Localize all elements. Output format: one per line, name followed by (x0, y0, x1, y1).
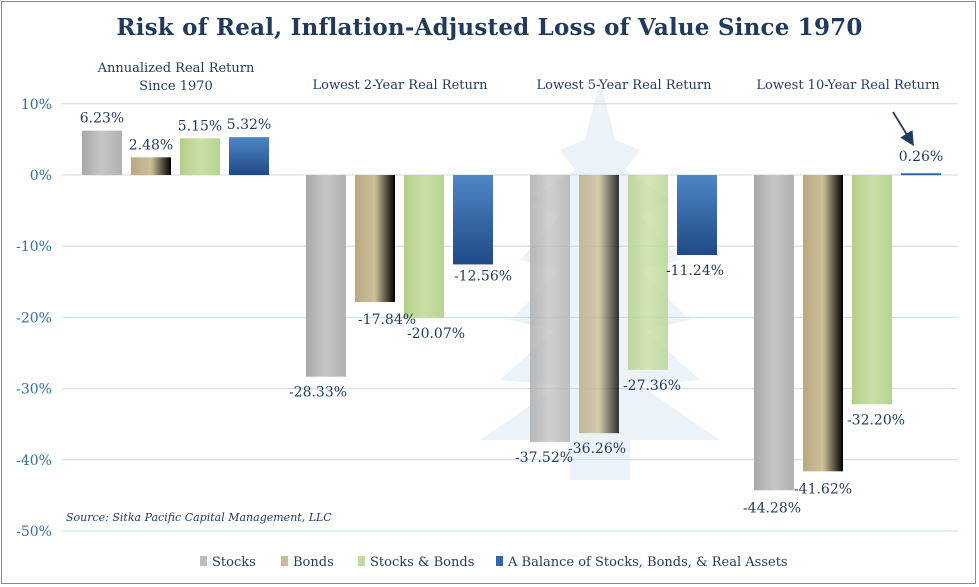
legend-label-3: Stocks & Bonds (370, 555, 474, 570)
data-labels: 6.23% -28.33% -37.52% -44.28% 2.48% -17.84% -3… (80, 111, 943, 517)
data-label-2-3: -36.26% (568, 441, 626, 457)
bar-1-2 (306, 175, 346, 377)
bar-1-3 (530, 175, 570, 443)
y-tick-label: 10% (21, 97, 52, 113)
bar-1-4 (754, 175, 794, 491)
legend-swatch-3 (358, 556, 365, 566)
category-label-4: Lowest 10-Year Real Return (756, 78, 940, 93)
data-label-3-2: -20.07% (407, 326, 465, 342)
data-label-1-1: 6.23% (80, 111, 124, 127)
category-label-1: Annualized Real Return (97, 61, 255, 76)
data-label-2-1: 2.48% (129, 137, 173, 153)
chart-title: Risk of Real, Inflation-Adjusted Loss of… (116, 14, 863, 41)
category-label-2: Lowest 2-Year Real Return (313, 78, 489, 93)
data-label-1-2: -28.33% (289, 385, 347, 401)
source-note: Source: Sitka Pacific Capital Management… (66, 511, 332, 524)
legend-swatch-1 (200, 556, 207, 566)
y-tick-label: -20% (16, 310, 52, 326)
bar-4-2 (453, 175, 493, 265)
bar-4-1 (229, 137, 269, 175)
bar-1-1 (82, 130, 122, 175)
bar-4-3 (677, 175, 717, 256)
data-label-4-3: -11.24% (666, 263, 724, 279)
bar-3-1 (180, 138, 220, 175)
bar-3-3 (628, 175, 668, 370)
category-labels: Annualized Real Return Since 1970 Lowest 2… (97, 61, 941, 94)
legend-swatch-2 (281, 556, 288, 566)
category-label-3: Lowest 5-Year Real Return (537, 78, 713, 93)
data-label-3-4: -32.20% (847, 412, 905, 428)
annotation (892, 111, 914, 147)
data-label-4-2: -12.56% (454, 268, 512, 284)
bar-2-3 (579, 175, 619, 434)
legend-label-2: Bonds (293, 555, 334, 570)
data-label-1-4: -44.28% (743, 500, 801, 516)
legend-label-4: A Balance of Stocks, Bonds, & Real Asset… (507, 555, 788, 570)
bar-4-4 (901, 173, 941, 176)
bar-2-2 (355, 175, 395, 303)
y-tick-label: -10% (16, 239, 52, 255)
y-tick-label: -40% (16, 453, 52, 469)
bar-2-1 (131, 157, 171, 175)
bar-2-4 (803, 175, 843, 472)
data-label-3-1: 5.15% (178, 118, 222, 134)
data-label-2-4: -41.62% (794, 481, 852, 497)
data-label-4-1: 5.32% (227, 117, 271, 133)
data-label-4-4: 0.26% (899, 149, 943, 165)
data-label-1-3: -37.52% (515, 450, 573, 466)
legend-label-1: Stocks (212, 555, 256, 570)
bar-3-2 (404, 175, 444, 318)
bar-3-4 (852, 175, 892, 405)
legend: Stocks Bonds Stocks & Bonds A Balance of St… (200, 555, 788, 570)
y-tick-label: -50% (16, 524, 52, 540)
y-tick-label: 0% (30, 168, 52, 184)
y-tick-label: -30% (16, 382, 52, 398)
data-label-3-3: -27.36% (623, 378, 681, 394)
data-label-2-2: -17.84% (358, 312, 416, 328)
y-axis: 10% 0% -10% -20% -30% -40% -50% (16, 97, 52, 540)
annotation-arrow (892, 111, 914, 147)
bars (82, 130, 941, 491)
category-label-1: Since 1970 (139, 79, 213, 94)
legend-swatch-4 (496, 556, 503, 566)
